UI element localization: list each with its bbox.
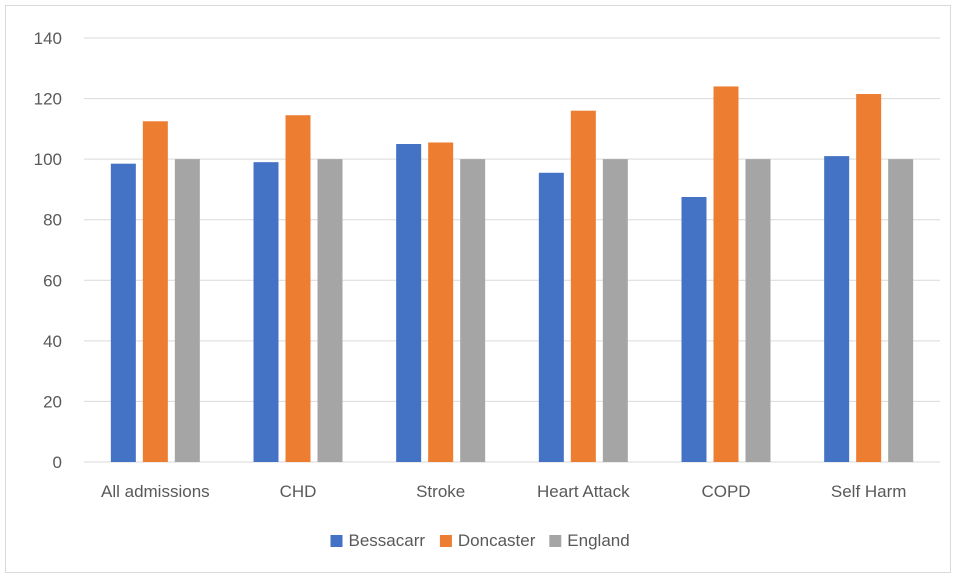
legend-item-bessacarr: Bessacarr xyxy=(330,531,426,550)
x-tick-label: Stroke xyxy=(416,482,465,501)
bars xyxy=(110,86,914,463)
x-axis-ticks: All admissions CHD Stroke Heart Attack COPD S… xyxy=(101,482,906,501)
legend-swatch xyxy=(549,535,562,547)
legend: Bessacarr Doncaster England xyxy=(330,531,630,550)
bar-doncaster xyxy=(428,142,454,462)
y-tick-label: 0 xyxy=(53,453,62,472)
legend-label: England xyxy=(567,531,629,550)
y-tick-label: 60 xyxy=(43,271,62,290)
bar-england xyxy=(745,159,771,462)
bar-doncaster xyxy=(285,115,311,462)
bar-doncaster xyxy=(713,86,739,462)
bar-doncaster xyxy=(142,121,168,463)
legend-swatch xyxy=(330,535,343,547)
bar-england xyxy=(888,159,914,462)
bar-england xyxy=(317,159,343,462)
bar-bessacarr xyxy=(538,172,564,462)
x-tick-label: Self Harm xyxy=(831,482,907,501)
bar-doncaster xyxy=(570,110,596,462)
bar-bessacarr xyxy=(396,144,422,462)
bar-bessacarr xyxy=(824,156,850,462)
gridlines xyxy=(84,37,940,463)
x-tick-label: CHD xyxy=(280,482,317,501)
legend-item-england: England xyxy=(549,531,630,550)
y-tick-label: 120 xyxy=(34,90,62,109)
legend-label: Bessacarr xyxy=(349,531,426,550)
y-tick-label: 80 xyxy=(43,211,62,230)
bar-bessacarr xyxy=(681,197,707,462)
y-tick-label: 100 xyxy=(34,150,62,169)
bar-bessacarr xyxy=(253,162,279,462)
x-tick-label: Heart Attack xyxy=(537,482,630,501)
bar-england xyxy=(602,159,628,462)
y-tick-label: 20 xyxy=(43,392,62,411)
x-tick-label: COPD xyxy=(701,482,750,501)
x-tick-label: All admissions xyxy=(101,482,210,501)
legend-label: Doncaster xyxy=(458,531,536,550)
bar-england xyxy=(174,159,200,462)
legend-swatch xyxy=(439,535,452,547)
legend-item-doncaster: Doncaster xyxy=(439,531,536,550)
y-tick-label: 40 xyxy=(43,332,62,351)
bar-bessacarr xyxy=(110,163,136,462)
y-tick-label: 140 xyxy=(34,29,62,48)
y-axis-ticks: 0 20 40 60 80 100 120 140 xyxy=(34,29,62,472)
bar-doncaster xyxy=(856,94,882,463)
bar-england xyxy=(460,159,486,462)
